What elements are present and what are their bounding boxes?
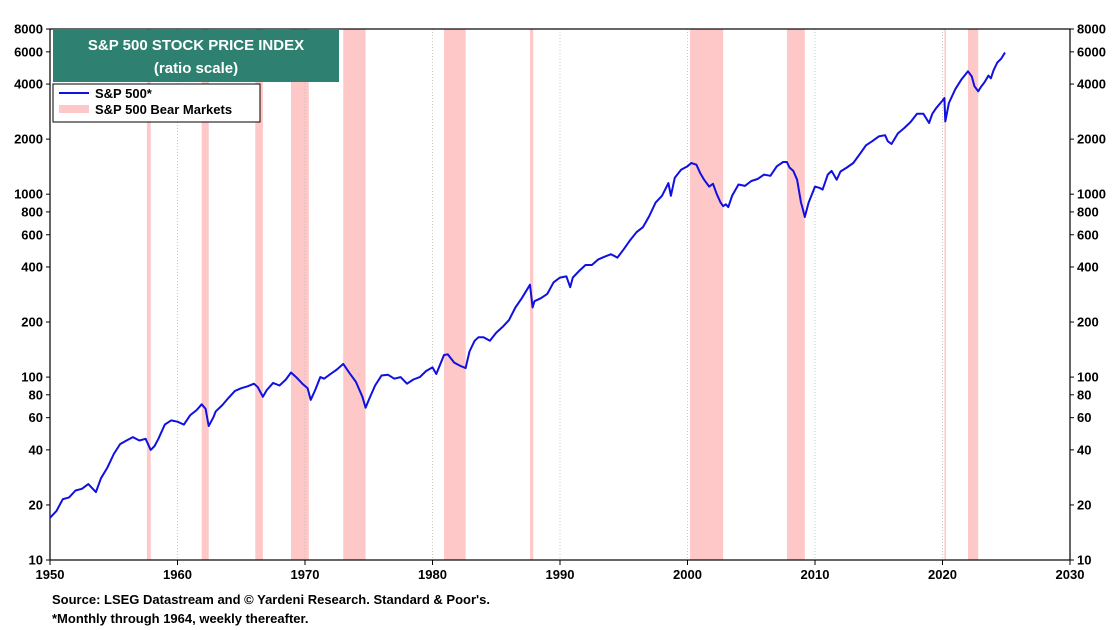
source-note: Source: LSEG Datastream and © Yardeni Re… xyxy=(52,592,490,607)
y-tick-label-left: 20 xyxy=(29,497,43,512)
x-tick-label: 1980 xyxy=(418,567,447,582)
y-tick-label-right: 2000 xyxy=(1077,132,1106,147)
y-tick-label-left: 200 xyxy=(21,315,43,330)
bear-market-band xyxy=(443,29,466,560)
legend-series-label: S&P 500* xyxy=(95,86,153,101)
y-tick-label-right: 600 xyxy=(1077,227,1099,242)
y-tick-label-right: 4000 xyxy=(1077,77,1106,92)
y-tick-label-right: 10 xyxy=(1077,553,1091,568)
legend-bear-swatch xyxy=(59,105,89,113)
x-tick-label: 1950 xyxy=(36,567,65,582)
y-tick-label-left: 4000 xyxy=(14,77,43,92)
y-tick-label-left: 80 xyxy=(29,387,43,402)
y-tick-label-left: 8000 xyxy=(14,22,43,37)
x-tick-label: 1970 xyxy=(291,567,320,582)
title-box xyxy=(53,30,339,82)
y-tick-label-left: 400 xyxy=(21,259,43,274)
y-tick-label-left: 2000 xyxy=(14,132,43,147)
bear-market-band xyxy=(255,29,263,560)
bear-market-band xyxy=(201,29,209,560)
y-tick-label-right: 6000 xyxy=(1077,44,1106,59)
y-tick-label-right: 400 xyxy=(1077,259,1099,274)
y-tick-label-left: 100 xyxy=(21,370,43,385)
x-tick-label: 2020 xyxy=(928,567,957,582)
y-tick-label-right: 80 xyxy=(1077,387,1091,402)
y-tick-label-left: 40 xyxy=(29,442,43,457)
sp500-line xyxy=(49,51,1006,519)
x-tick-label: 1990 xyxy=(546,567,575,582)
x-tick-label: 2030 xyxy=(1056,567,1085,582)
chart-subtitle: (ratio scale) xyxy=(154,60,238,77)
x-tick-label: 2000 xyxy=(673,567,702,582)
bear-market-band xyxy=(290,29,309,560)
bear-market-band xyxy=(690,29,724,560)
series-layer xyxy=(49,51,1006,519)
y-tick-label-right: 20 xyxy=(1077,497,1091,512)
bear-market-band xyxy=(343,29,366,560)
bear-market-bands xyxy=(146,29,979,560)
chart-title: S&P 500 STOCK PRICE INDEX xyxy=(88,37,304,54)
y-tick-label-right: 100 xyxy=(1077,370,1099,385)
y-tick-label-left: 10 xyxy=(29,553,43,568)
y-tick-label-left: 60 xyxy=(29,410,43,425)
y-tick-label-right: 40 xyxy=(1077,442,1091,457)
y-tick-label-left: 600 xyxy=(21,227,43,242)
bear-market-band xyxy=(786,29,805,560)
y-tick-label-right: 8000 xyxy=(1077,22,1106,37)
bear-market-band xyxy=(146,29,151,560)
y-tick-label-left: 6000 xyxy=(14,44,43,59)
x-tick-label: 1960 xyxy=(163,567,192,582)
y-tick-label-left: 800 xyxy=(21,204,43,219)
bear-market-band xyxy=(944,29,946,560)
y-tick-label-left: 1000 xyxy=(14,187,43,202)
y-tick-label-right: 200 xyxy=(1077,315,1099,330)
y-tick-label-right: 1000 xyxy=(1077,187,1106,202)
x-tick-label: 2010 xyxy=(801,567,830,582)
legend-bear-label: S&P 500 Bear Markets xyxy=(95,102,232,117)
legend-box xyxy=(52,83,261,123)
bear-market-band xyxy=(968,29,979,560)
footnote: *Monthly through 1964, weekly thereafter… xyxy=(52,611,309,626)
y-tick-label-right: 60 xyxy=(1077,410,1091,425)
y-tick-label-right: 800 xyxy=(1077,204,1099,219)
